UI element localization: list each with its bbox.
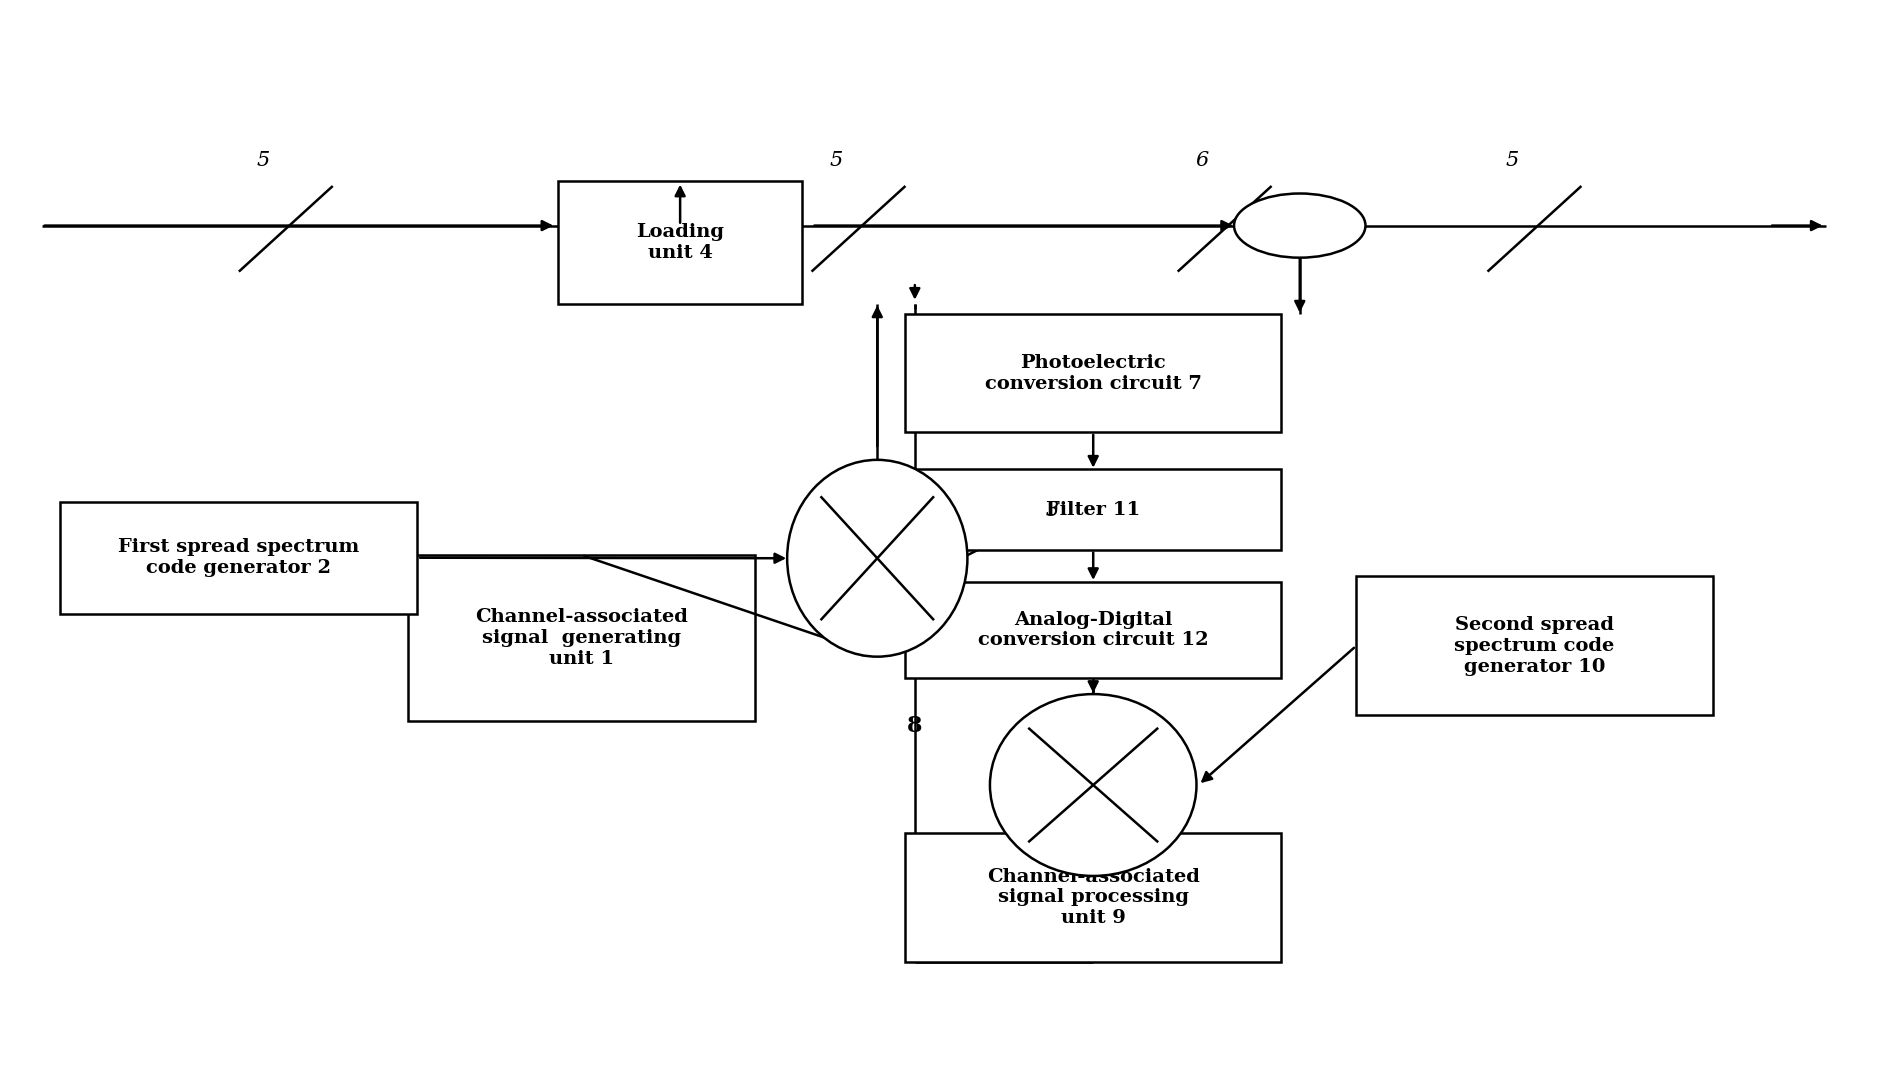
- Text: Channel-associated
signal  generating
unit 1: Channel-associated signal generating uni…: [475, 608, 688, 667]
- Text: Loading
unit 4: Loading unit 4: [636, 223, 724, 262]
- Ellipse shape: [1233, 193, 1365, 258]
- FancyBboxPatch shape: [905, 833, 1281, 962]
- Text: 5: 5: [256, 151, 270, 170]
- Text: First spread spectrum
code generator 2: First spread spectrum code generator 2: [119, 538, 360, 577]
- Text: Filter 11: Filter 11: [1047, 500, 1141, 519]
- Text: 5: 5: [830, 151, 843, 170]
- FancyBboxPatch shape: [905, 470, 1281, 550]
- Text: Photoelectric
conversion circuit 7: Photoelectric conversion circuit 7: [984, 354, 1201, 392]
- Ellipse shape: [786, 460, 968, 657]
- Text: Second spread
spectrum code
generator 10: Second spread spectrum code generator 10: [1454, 617, 1614, 676]
- Text: 5: 5: [1505, 151, 1518, 170]
- FancyBboxPatch shape: [905, 582, 1281, 678]
- Text: Analog-Digital
conversion circuit 12: Analog-Digital conversion circuit 12: [979, 610, 1209, 649]
- FancyBboxPatch shape: [1356, 577, 1712, 716]
- FancyBboxPatch shape: [558, 181, 802, 304]
- FancyBboxPatch shape: [407, 555, 754, 721]
- Text: 3: 3: [1045, 500, 1058, 520]
- FancyBboxPatch shape: [905, 315, 1281, 432]
- FancyBboxPatch shape: [60, 501, 417, 613]
- Ellipse shape: [990, 694, 1196, 876]
- Text: 8: 8: [907, 715, 922, 737]
- Text: Channel-associated
signal processing
unit 9: Channel-associated signal processing uni…: [986, 868, 1199, 927]
- Text: 6: 6: [1196, 151, 1209, 170]
